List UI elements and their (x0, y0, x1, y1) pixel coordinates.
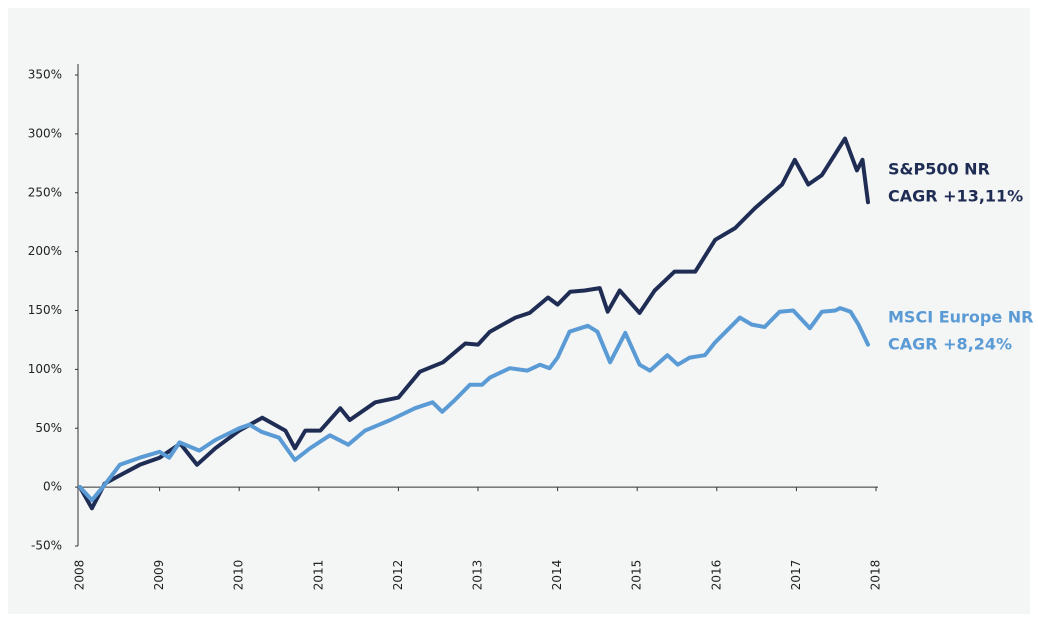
x-tick-label: 2008 (73, 560, 87, 591)
x-tick-label: 2011 (311, 560, 325, 591)
x-tick-label: 2010 (232, 560, 246, 591)
y-tick-label: 250% (28, 185, 62, 199)
y-tick-label: 50% (35, 421, 62, 435)
x-tick-label: 2017 (789, 560, 803, 591)
y-tick-label: 350% (28, 68, 62, 82)
x-tick-label: 2013 (471, 560, 485, 591)
x-tick-label: 2014 (550, 560, 564, 591)
series-annotation: CAGR +13,11% (888, 187, 1023, 206)
x-tick-label: 2009 (152, 560, 166, 591)
x-tick-label: 2016 (709, 560, 723, 591)
y-tick-label: 300% (28, 126, 62, 140)
chart-background (8, 8, 1030, 614)
x-tick-label: 2018 (869, 560, 883, 591)
series-line (78, 136, 870, 511)
series-annotation: CAGR +8,24% (888, 335, 1012, 354)
y-tick-label: 150% (28, 303, 62, 317)
series-line (78, 306, 870, 503)
x-tick-label: 2015 (630, 560, 644, 591)
y-tick-label: 100% (28, 362, 62, 376)
y-tick-label: 0% (43, 480, 62, 494)
x-tick-label: 2012 (391, 560, 405, 591)
series-label: S&P500 NR (888, 160, 990, 179)
series-label: MSCI Europe NR (888, 308, 1034, 327)
y-tick-label: 200% (28, 244, 62, 258)
y-tick-label: -50% (31, 539, 62, 553)
